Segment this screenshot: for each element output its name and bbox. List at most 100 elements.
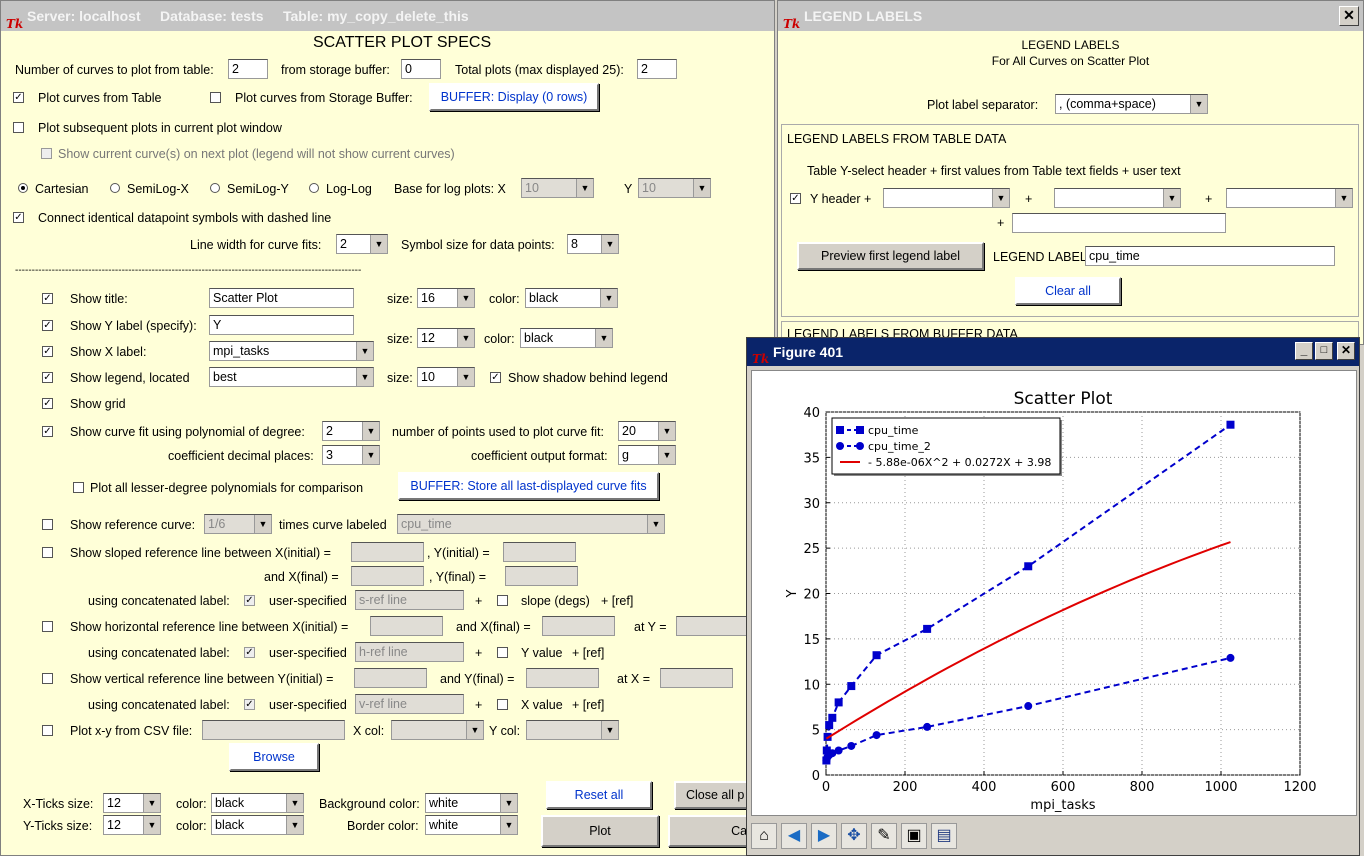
show-x-checkbox[interactable]: ✓: [42, 346, 53, 357]
total-input[interactable]: 2: [637, 59, 677, 79]
vert-checkbox[interactable]: [42, 673, 53, 684]
show-grid-checkbox[interactable]: ✓: [42, 398, 53, 409]
subsequent-checkbox[interactable]: [13, 122, 24, 133]
storage-input[interactable]: 0: [401, 59, 441, 79]
show-current-checkbox[interactable]: [41, 148, 52, 159]
home-icon[interactable]: ⌂: [751, 823, 777, 849]
ref-curve-checkbox[interactable]: [42, 519, 53, 530]
xvalue-checkbox[interactable]: [497, 699, 508, 710]
preview-button[interactable]: Preview first legend label: [797, 242, 984, 270]
buffer-display-button[interactable]: BUFFER: Display (0 rows): [429, 83, 599, 111]
slope-checkbox[interactable]: [497, 595, 508, 606]
close-icon[interactable]: ✕: [1339, 6, 1359, 26]
plot-table-checkbox[interactable]: ✓: [13, 92, 24, 103]
sref-input[interactable]: s-ref line: [355, 590, 464, 610]
coef-fmt-select[interactable]: g ▼: [618, 445, 676, 465]
yticks-select[interactable]: 12 ▼: [103, 815, 161, 835]
at-y-input[interactable]: [676, 616, 749, 636]
ref-ratio-select[interactable]: 1/6 ▼: [204, 514, 272, 534]
ref-curve-select[interactable]: cpu_time ▼: [397, 514, 665, 534]
separator-select[interactable]: , (comma+space) ▼: [1055, 94, 1208, 114]
show-title-checkbox[interactable]: ✓: [42, 293, 53, 304]
figure-canvas[interactable]: 0 200 400 600 800 1000 1200 0 5 10 15 20 25 30 35 40 Sca…: [751, 370, 1357, 816]
legend-titlebar[interactable]: Tk LEGEND LABELS: [778, 1, 1363, 31]
loglog-radio[interactable]: [309, 183, 319, 193]
yheader-checkbox[interactable]: ✓: [790, 193, 801, 204]
yvalue-checkbox[interactable]: [497, 647, 508, 658]
symbol-select[interactable]: 8 ▼: [567, 234, 619, 254]
reset-button[interactable]: Reset all: [546, 781, 652, 809]
field1-select[interactable]: ▼: [883, 188, 1010, 208]
vref-input[interactable]: v-ref line: [355, 694, 464, 714]
maximize-icon[interactable]: □: [1315, 342, 1333, 360]
ycol-select[interactable]: ▼: [526, 720, 619, 740]
sloped-checkbox[interactable]: [42, 547, 53, 558]
bg-select[interactable]: white ▼: [425, 793, 518, 813]
cartesian-radio[interactable]: [18, 183, 28, 193]
plot-button[interactable]: Plot: [541, 815, 659, 847]
vert-yfinal-input[interactable]: [526, 668, 599, 688]
border-select[interactable]: white ▼: [425, 815, 518, 835]
horiz-checkbox[interactable]: [42, 621, 53, 632]
degree-select[interactable]: 2 ▼: [322, 421, 380, 441]
configure-icon[interactable]: ✎: [871, 823, 897, 849]
sloped-yfinal-input[interactable]: [505, 566, 578, 586]
csv-file-input[interactable]: [202, 720, 345, 740]
horiz-xinit-input[interactable]: [370, 616, 443, 636]
xticks-select[interactable]: 12 ▼: [103, 793, 161, 813]
figure-titlebar[interactable]: Tk Figure 401: [747, 338, 1359, 366]
legend-size-select[interactable]: 10 ▼: [417, 367, 475, 387]
back-icon[interactable]: ◀: [781, 823, 807, 849]
horiz-user-checkbox[interactable]: ✓: [244, 647, 255, 658]
title-color-select[interactable]: black ▼: [525, 288, 618, 308]
href-input[interactable]: h-ref line: [355, 642, 464, 662]
horiz-xfinal-input[interactable]: [542, 616, 615, 636]
browse-button[interactable]: Browse: [229, 743, 319, 771]
field2-select[interactable]: ▼: [1054, 188, 1181, 208]
legend-loc-select[interactable]: best ▼: [209, 367, 374, 387]
y-label-input[interactable]: Y: [209, 315, 354, 335]
semilogy-radio[interactable]: [210, 183, 220, 193]
sloped-user-checkbox[interactable]: ✓: [244, 595, 255, 606]
clear-all-button[interactable]: Clear all: [1015, 277, 1121, 305]
base-y-select[interactable]: 10 ▼: [638, 178, 711, 198]
close-icon[interactable]: ✕: [1337, 342, 1355, 360]
minimize-icon[interactable]: _: [1295, 342, 1313, 360]
label-color-select[interactable]: black ▼: [520, 328, 613, 348]
coef-select[interactable]: 3 ▼: [322, 445, 380, 465]
connect-checkbox[interactable]: ✓: [13, 212, 24, 223]
ytick-color-select[interactable]: black ▼: [211, 815, 304, 835]
xtick-color-select[interactable]: black ▼: [211, 793, 304, 813]
sloped-xinit-input[interactable]: [351, 542, 424, 562]
title-size-select[interactable]: 16 ▼: [417, 288, 475, 308]
curvefit-checkbox[interactable]: ✓: [42, 426, 53, 437]
legend-label-input[interactable]: cpu_time: [1085, 246, 1335, 266]
plot-buffer-checkbox[interactable]: [210, 92, 221, 103]
xcol-select[interactable]: ▼: [391, 720, 484, 740]
pan-icon[interactable]: ✥: [841, 823, 867, 849]
buffer-store-button[interactable]: BUFFER: Store all last-displayed curve f…: [398, 472, 659, 500]
user-text-input[interactable]: [1012, 213, 1226, 233]
save-icon[interactable]: ▤: [931, 823, 957, 849]
shadow-checkbox[interactable]: ✓: [490, 372, 501, 383]
npoints-select[interactable]: 20 ▼: [618, 421, 676, 441]
semilogx-radio[interactable]: [110, 183, 120, 193]
show-y-checkbox[interactable]: ✓: [42, 320, 53, 331]
x-label-select[interactable]: mpi_tasks ▼: [209, 341, 374, 361]
num-curves-input[interactable]: 2: [228, 59, 268, 79]
linewidth-select[interactable]: 2 ▼: [336, 234, 388, 254]
zoom-icon[interactable]: ▣: [901, 823, 927, 849]
title-input[interactable]: Scatter Plot: [209, 288, 354, 308]
main-titlebar[interactable]: Tk Server: localhost Database: tests Tabl…: [1, 1, 774, 31]
forward-icon[interactable]: ▶: [811, 823, 837, 849]
vert-yinit-input[interactable]: [354, 668, 427, 688]
show-legend-checkbox[interactable]: ✓: [42, 372, 53, 383]
field3-select[interactable]: ▼: [1226, 188, 1353, 208]
csv-checkbox[interactable]: [42, 725, 53, 736]
at-x-input[interactable]: [660, 668, 733, 688]
base-x-select[interactable]: 10 ▼: [521, 178, 594, 198]
lesser-checkbox[interactable]: [73, 482, 84, 493]
label-size-select[interactable]: 12 ▼: [417, 328, 475, 348]
vert-user-checkbox[interactable]: ✓: [244, 699, 255, 710]
sloped-xfinal-input[interactable]: [351, 566, 424, 586]
